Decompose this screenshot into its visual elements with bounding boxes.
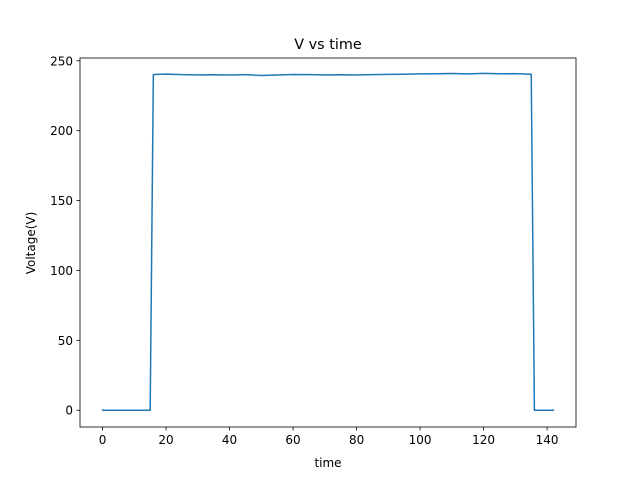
y-tick-label: 250 — [50, 54, 73, 68]
x-tick-label: 100 — [409, 433, 432, 447]
x-tick-label: 140 — [536, 433, 559, 447]
x-tick-label: 60 — [285, 433, 300, 447]
y-tick-label: 0 — [65, 404, 73, 418]
y-tick-label: 100 — [50, 264, 73, 278]
series-line — [101, 72, 555, 411]
y-axis: 0 50 100 150 200 250 — [50, 54, 80, 418]
axes-frame — [79, 57, 577, 428]
x-tick-label: 40 — [222, 433, 237, 447]
x-axis: 0 20 40 60 80 100 120 140 — [99, 427, 559, 447]
plot-area — [101, 72, 555, 411]
chart-title: V vs time — [294, 37, 362, 53]
y-tick-label: 200 — [50, 124, 73, 138]
x-tick-label: 120 — [472, 433, 495, 447]
y-axis-label: Voltage(V) — [24, 212, 38, 275]
y-tick-label: 50 — [58, 334, 73, 348]
y-tick-label: 150 — [50, 194, 73, 208]
x-tick-label: 0 — [99, 433, 107, 447]
x-tick-label: 80 — [349, 433, 364, 447]
x-axis-label: time — [314, 456, 341, 470]
x-tick-label: 20 — [158, 433, 173, 447]
